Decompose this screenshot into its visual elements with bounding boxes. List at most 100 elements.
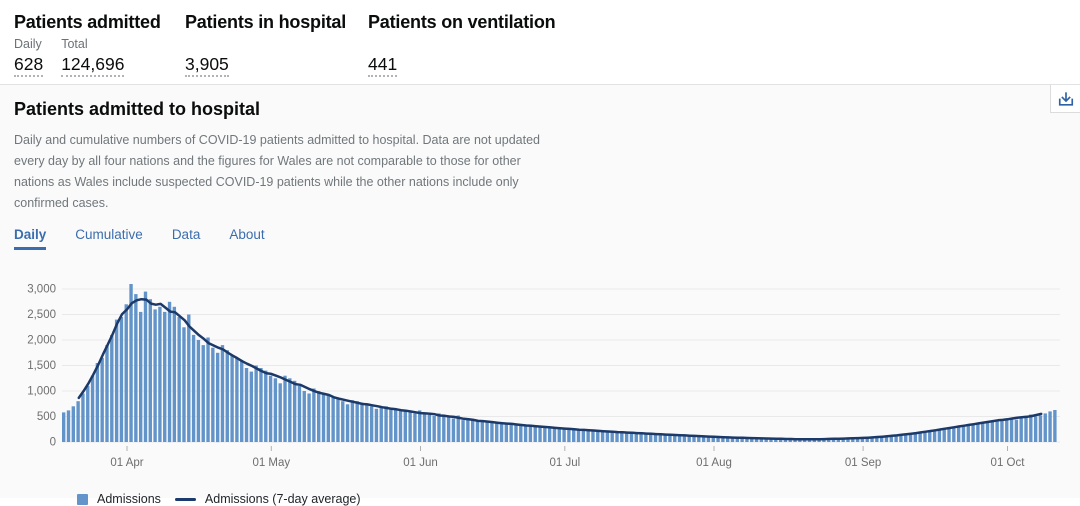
bar <box>360 402 364 442</box>
bar <box>644 433 648 442</box>
bar <box>172 306 177 442</box>
download-button[interactable] <box>1050 85 1080 113</box>
bar <box>495 421 499 442</box>
svg-text:01 Aug: 01 Aug <box>696 457 732 469</box>
bar <box>1014 419 1019 442</box>
bar <box>610 432 614 442</box>
bar <box>432 416 436 442</box>
bar <box>1043 413 1047 442</box>
bar <box>514 425 518 442</box>
bar <box>191 334 196 442</box>
bar <box>114 319 119 442</box>
bar <box>591 430 595 442</box>
bar <box>894 435 898 442</box>
bar <box>721 437 725 442</box>
bar <box>884 436 889 442</box>
bar <box>769 438 773 442</box>
bar <box>201 345 205 442</box>
stats-section: Patients admitted Daily 628 Total 124,69… <box>0 0 1080 84</box>
svg-text:01 Sep: 01 Sep <box>845 457 881 469</box>
bar <box>312 388 316 442</box>
bar <box>952 427 956 442</box>
stat-label <box>368 37 397 52</box>
bar <box>76 401 80 442</box>
bar <box>956 426 961 442</box>
bar <box>1009 418 1014 442</box>
bar <box>836 438 841 442</box>
bar <box>1038 415 1043 442</box>
bar <box>822 439 826 442</box>
seven-day-average-line <box>77 297 1043 441</box>
bar <box>187 314 191 442</box>
stat-title: Patients in hospital <box>185 12 347 32</box>
bar <box>908 433 913 442</box>
bar <box>649 434 653 442</box>
tab-cumulative[interactable]: Cumulative <box>75 227 143 242</box>
bar <box>961 425 966 442</box>
stat-patients-admitted: Patients admitted Daily 628 Total 124,69… <box>14 12 185 84</box>
tab-data[interactable]: Data <box>171 227 201 242</box>
bar <box>1033 416 1038 442</box>
bar <box>1024 416 1028 442</box>
bar <box>533 426 537 442</box>
bar <box>62 412 66 442</box>
bar <box>653 433 658 442</box>
svg-text:01 May: 01 May <box>252 457 290 469</box>
bar <box>240 360 244 442</box>
bar <box>143 291 148 442</box>
legend-label: Admissions <box>97 492 161 506</box>
bar <box>711 436 715 442</box>
bar <box>682 435 687 442</box>
svg-text:2,000: 2,000 <box>27 335 56 347</box>
download-icon <box>1058 91 1073 106</box>
bar <box>158 306 162 442</box>
bar <box>576 429 581 443</box>
bar <box>374 408 379 442</box>
svg-text:1,000: 1,000 <box>27 386 56 398</box>
bar <box>317 391 321 442</box>
bar <box>687 435 691 442</box>
bar <box>634 432 638 442</box>
bar <box>211 347 215 442</box>
bar <box>1005 418 1009 442</box>
bar <box>283 375 287 442</box>
bar <box>673 434 677 442</box>
bar <box>292 380 297 442</box>
bar <box>215 352 220 443</box>
stat-value: 3,905 <box>185 54 229 77</box>
bar <box>336 398 340 442</box>
svg-text:2,500: 2,500 <box>27 309 56 321</box>
bar <box>341 401 345 442</box>
bar <box>442 414 446 442</box>
bar <box>206 337 210 442</box>
svg-text:0: 0 <box>50 437 56 449</box>
bar <box>182 327 186 443</box>
tab-daily[interactable]: Daily <box>14 227 47 250</box>
bar <box>119 317 124 442</box>
bar <box>95 363 100 442</box>
bar <box>807 439 812 442</box>
bar <box>754 438 759 442</box>
stat-patients-on-ventilation: Patients on ventilation 441 <box>368 12 556 84</box>
tab-about[interactable]: About <box>229 227 265 242</box>
bar <box>990 421 995 442</box>
bar <box>865 437 869 442</box>
bar <box>971 424 975 442</box>
bar <box>889 435 893 442</box>
bar <box>567 429 571 443</box>
bar <box>923 431 927 442</box>
bar <box>798 439 802 442</box>
bar <box>509 424 513 442</box>
bar <box>244 368 249 442</box>
bar <box>1053 410 1057 442</box>
bar <box>268 375 273 442</box>
svg-text:1,500: 1,500 <box>27 360 56 372</box>
bar <box>413 413 417 442</box>
page-title: Patients admitted to hospital <box>14 99 261 119</box>
legend-item: Admissions (7-day average) <box>174 492 361 506</box>
bar <box>750 438 754 442</box>
bar <box>947 428 951 442</box>
bar <box>827 438 831 442</box>
bar <box>81 393 85 442</box>
stat-item: Total 124,696 <box>61 32 125 77</box>
